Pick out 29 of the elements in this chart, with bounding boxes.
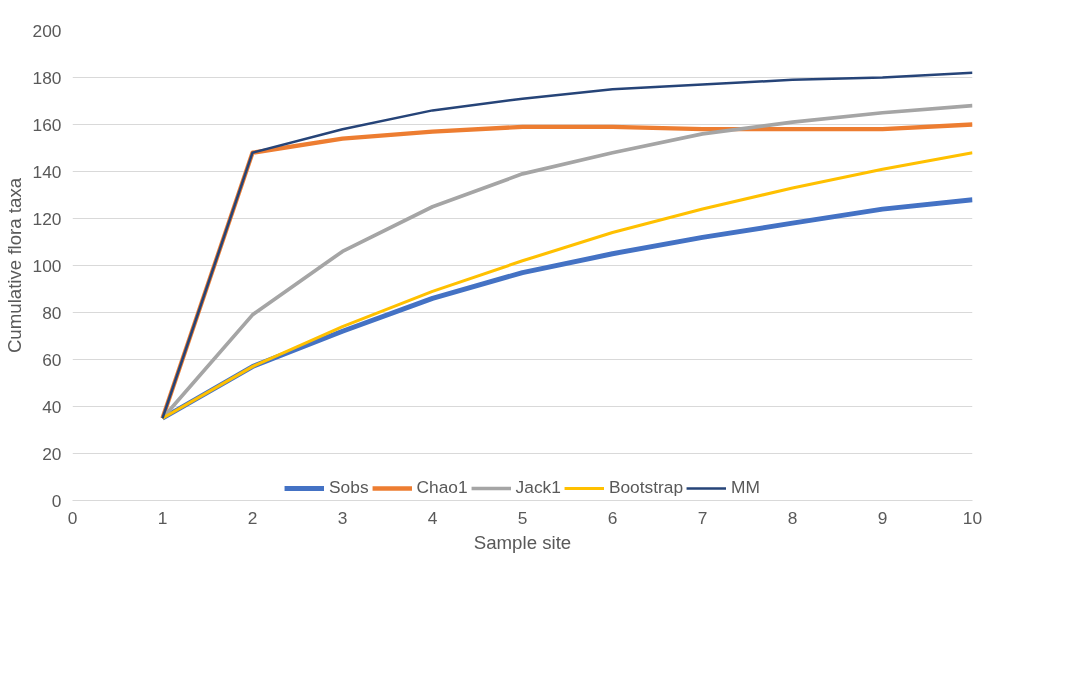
y-tick-label: 80 [42,302,62,323]
x-tick-label: 4 [427,507,438,528]
y-tick-label: 180 [32,67,62,88]
legend-label: Bootstrap [608,477,684,498]
x-tick-label: 10 [962,507,983,528]
y-tick-label: 100 [32,255,62,276]
y-tick-label: 140 [32,161,62,182]
legend-label: MM [731,477,760,498]
y-tick-label: 120 [32,208,62,229]
y-tick-label: 40 [42,396,62,417]
y-tick-label: 200 [32,20,62,41]
y-tick-label: 0 [51,490,62,511]
x-tick-label: 2 [247,507,258,528]
legend-label: Sobs [329,477,369,498]
x-tick-label: 0 [67,507,78,528]
y-axis-title: Cumulative flora taxa [3,177,25,354]
x-tick-label: 1 [157,507,168,528]
x-tick-label: 9 [877,507,888,528]
y-tick-label: 20 [42,443,62,464]
x-axis-title: Sample site [473,531,572,553]
x-tick-label: 5 [517,507,528,528]
y-tick-label: 160 [32,114,62,135]
x-tick-label: 8 [787,507,798,528]
x-tick-label: 6 [607,507,618,528]
legend-label: Chao1 [416,477,468,498]
y-tick-label: 60 [42,349,62,370]
legend-label: Jack1 [515,477,561,498]
x-tick-label: 7 [697,507,708,528]
x-tick-label: 3 [337,507,348,528]
